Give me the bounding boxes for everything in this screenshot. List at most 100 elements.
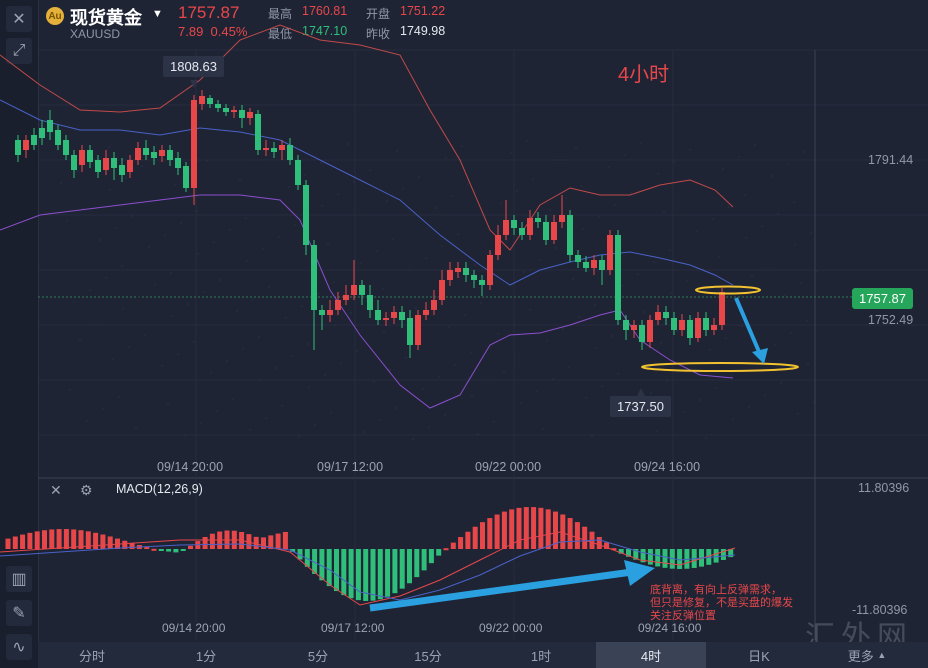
map-dot xyxy=(161,365,163,367)
chevron-down-icon[interactable]: ▼ xyxy=(152,8,163,20)
tab-timeline[interactable]: 分时 xyxy=(78,648,105,664)
candle-body xyxy=(559,215,565,222)
map-dot xyxy=(258,336,260,338)
map-dot xyxy=(601,385,603,387)
macd-dea-line xyxy=(0,539,736,601)
map-dot xyxy=(771,175,773,177)
instrument-title[interactable]: 现货黄金 xyxy=(70,8,142,28)
tab-1min[interactable]: 1分 xyxy=(195,648,217,664)
candle-body xyxy=(551,222,557,240)
indicator-icon[interactable]: ∿ xyxy=(6,634,32,660)
macd-histogram-bar xyxy=(611,548,617,551)
map-dot xyxy=(239,179,241,181)
map-dot xyxy=(673,161,675,163)
candle-body xyxy=(695,318,701,338)
map-dot xyxy=(177,353,179,355)
map-dot xyxy=(572,278,574,280)
candle-body xyxy=(239,110,245,118)
macd-histogram-bar xyxy=(93,532,99,549)
macd-histogram-bar xyxy=(341,549,347,596)
map-dot xyxy=(595,347,597,349)
world-map-background xyxy=(59,139,818,440)
macd-histogram-bar xyxy=(399,549,405,589)
candle-body xyxy=(191,100,197,188)
map-dot xyxy=(663,211,665,213)
expand-icon[interactable]: ⤢ xyxy=(6,38,32,64)
close-icon[interactable]: ✕ xyxy=(6,6,32,32)
map-dot xyxy=(542,428,544,430)
macd-histogram-bar xyxy=(728,549,734,558)
candlestick-icon[interactable]: ▥ xyxy=(6,566,32,592)
map-dot xyxy=(582,228,584,230)
map-dot xyxy=(640,142,642,144)
map-dot xyxy=(333,281,335,283)
map-dot xyxy=(539,259,541,261)
map-dot xyxy=(458,276,460,278)
close-icon[interactable]: ✕ xyxy=(50,482,62,498)
map-dot xyxy=(630,192,632,194)
tab-daily[interactable]: 日K xyxy=(748,648,770,664)
tab-4hour[interactable]: 4时 xyxy=(596,642,706,668)
map-dot xyxy=(102,408,104,410)
macd-histogram-bar xyxy=(604,542,610,549)
macd-histogram-bar xyxy=(421,549,427,571)
tab-1hour[interactable]: 1时 xyxy=(530,648,552,664)
macd-x-label-3: 09/22 00:00 xyxy=(479,621,543,635)
candle-body xyxy=(583,262,589,268)
map-dot xyxy=(99,239,101,241)
candle-body xyxy=(63,140,69,155)
map-dot xyxy=(516,190,518,192)
map-dot xyxy=(118,396,120,398)
map-dot xyxy=(803,151,805,153)
map-dot xyxy=(676,330,678,332)
candle-body xyxy=(255,114,261,150)
map-dot xyxy=(184,434,186,436)
map-dot xyxy=(493,421,495,423)
map-dot xyxy=(464,314,466,316)
map-dot xyxy=(76,170,78,172)
map-dot xyxy=(288,186,290,188)
map-dot xyxy=(445,157,447,159)
candle-body xyxy=(543,222,549,240)
map-dot xyxy=(409,269,411,271)
map-dot xyxy=(722,168,724,170)
map-dot xyxy=(350,312,352,314)
macd-histogram-bar xyxy=(407,549,412,584)
candle-body xyxy=(463,268,469,275)
candle-body xyxy=(95,160,101,172)
macd-histogram-bar xyxy=(122,540,128,549)
macd-histogram-bar xyxy=(158,549,164,551)
map-dot xyxy=(317,293,319,295)
map-dot xyxy=(66,220,68,222)
chart-grid xyxy=(38,49,928,640)
map-dot xyxy=(741,325,743,327)
tab-more[interactable]: 更多 ▲ xyxy=(812,642,922,668)
gear-icon[interactable]: ⚙ xyxy=(80,482,93,498)
candle-body xyxy=(471,275,477,280)
x-label-2: 09/17 12:00 xyxy=(317,460,384,474)
map-dot xyxy=(164,234,166,236)
map-dot xyxy=(813,401,815,403)
candle-body xyxy=(679,320,685,330)
macd-histogram-bar xyxy=(144,547,150,550)
macd-histogram-bar xyxy=(509,509,515,549)
macd-histogram-bar xyxy=(209,533,215,549)
map-dot xyxy=(216,410,218,412)
macd-histogram-bar xyxy=(516,507,522,549)
candle-body xyxy=(119,165,125,175)
macd-histogram-bar xyxy=(436,549,442,556)
tab-15min[interactable]: 15分 xyxy=(414,648,442,664)
map-dot xyxy=(428,426,430,428)
map-dot xyxy=(157,153,159,155)
map-dot xyxy=(594,304,596,306)
map-dot xyxy=(738,156,740,158)
candle-body xyxy=(415,315,421,345)
map-dot xyxy=(568,366,570,368)
axis-label-upper: 1791.44 xyxy=(868,153,914,167)
map-dot xyxy=(506,240,508,242)
candle-body xyxy=(183,166,189,188)
pen-icon[interactable]: ✎ xyxy=(6,600,32,626)
tab-5min[interactable]: 5分 xyxy=(307,648,329,664)
candle-body xyxy=(591,260,597,268)
